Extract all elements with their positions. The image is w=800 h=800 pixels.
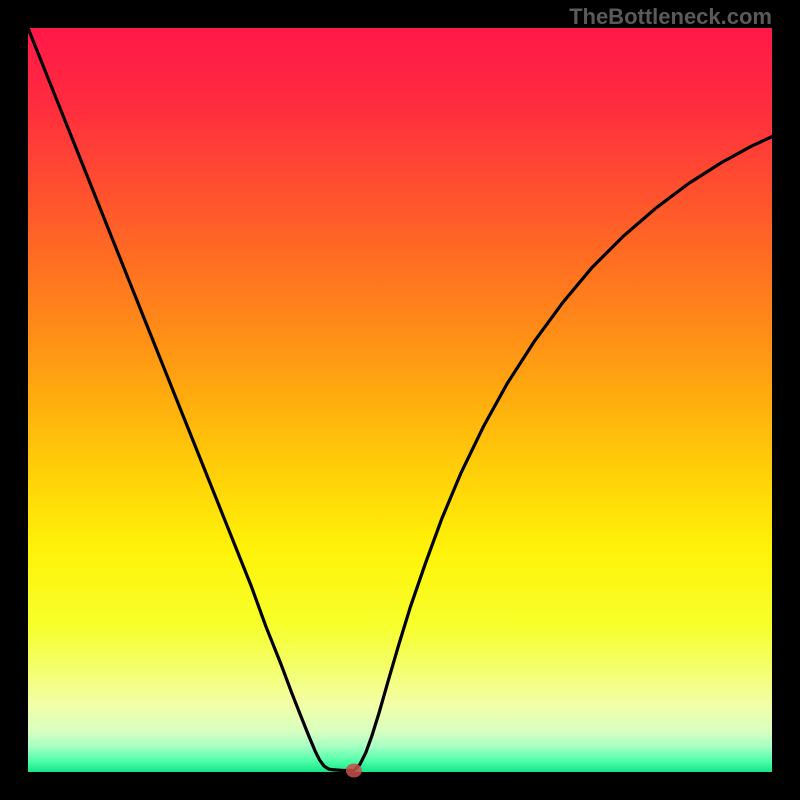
curve-path <box>28 28 772 771</box>
minimum-marker <box>346 764 362 778</box>
watermark-text: TheBottleneck.com <box>569 4 772 30</box>
chart-root: TheBottleneck.com <box>0 0 800 800</box>
plot-area <box>28 28 772 772</box>
bottleneck-curve <box>28 28 772 772</box>
